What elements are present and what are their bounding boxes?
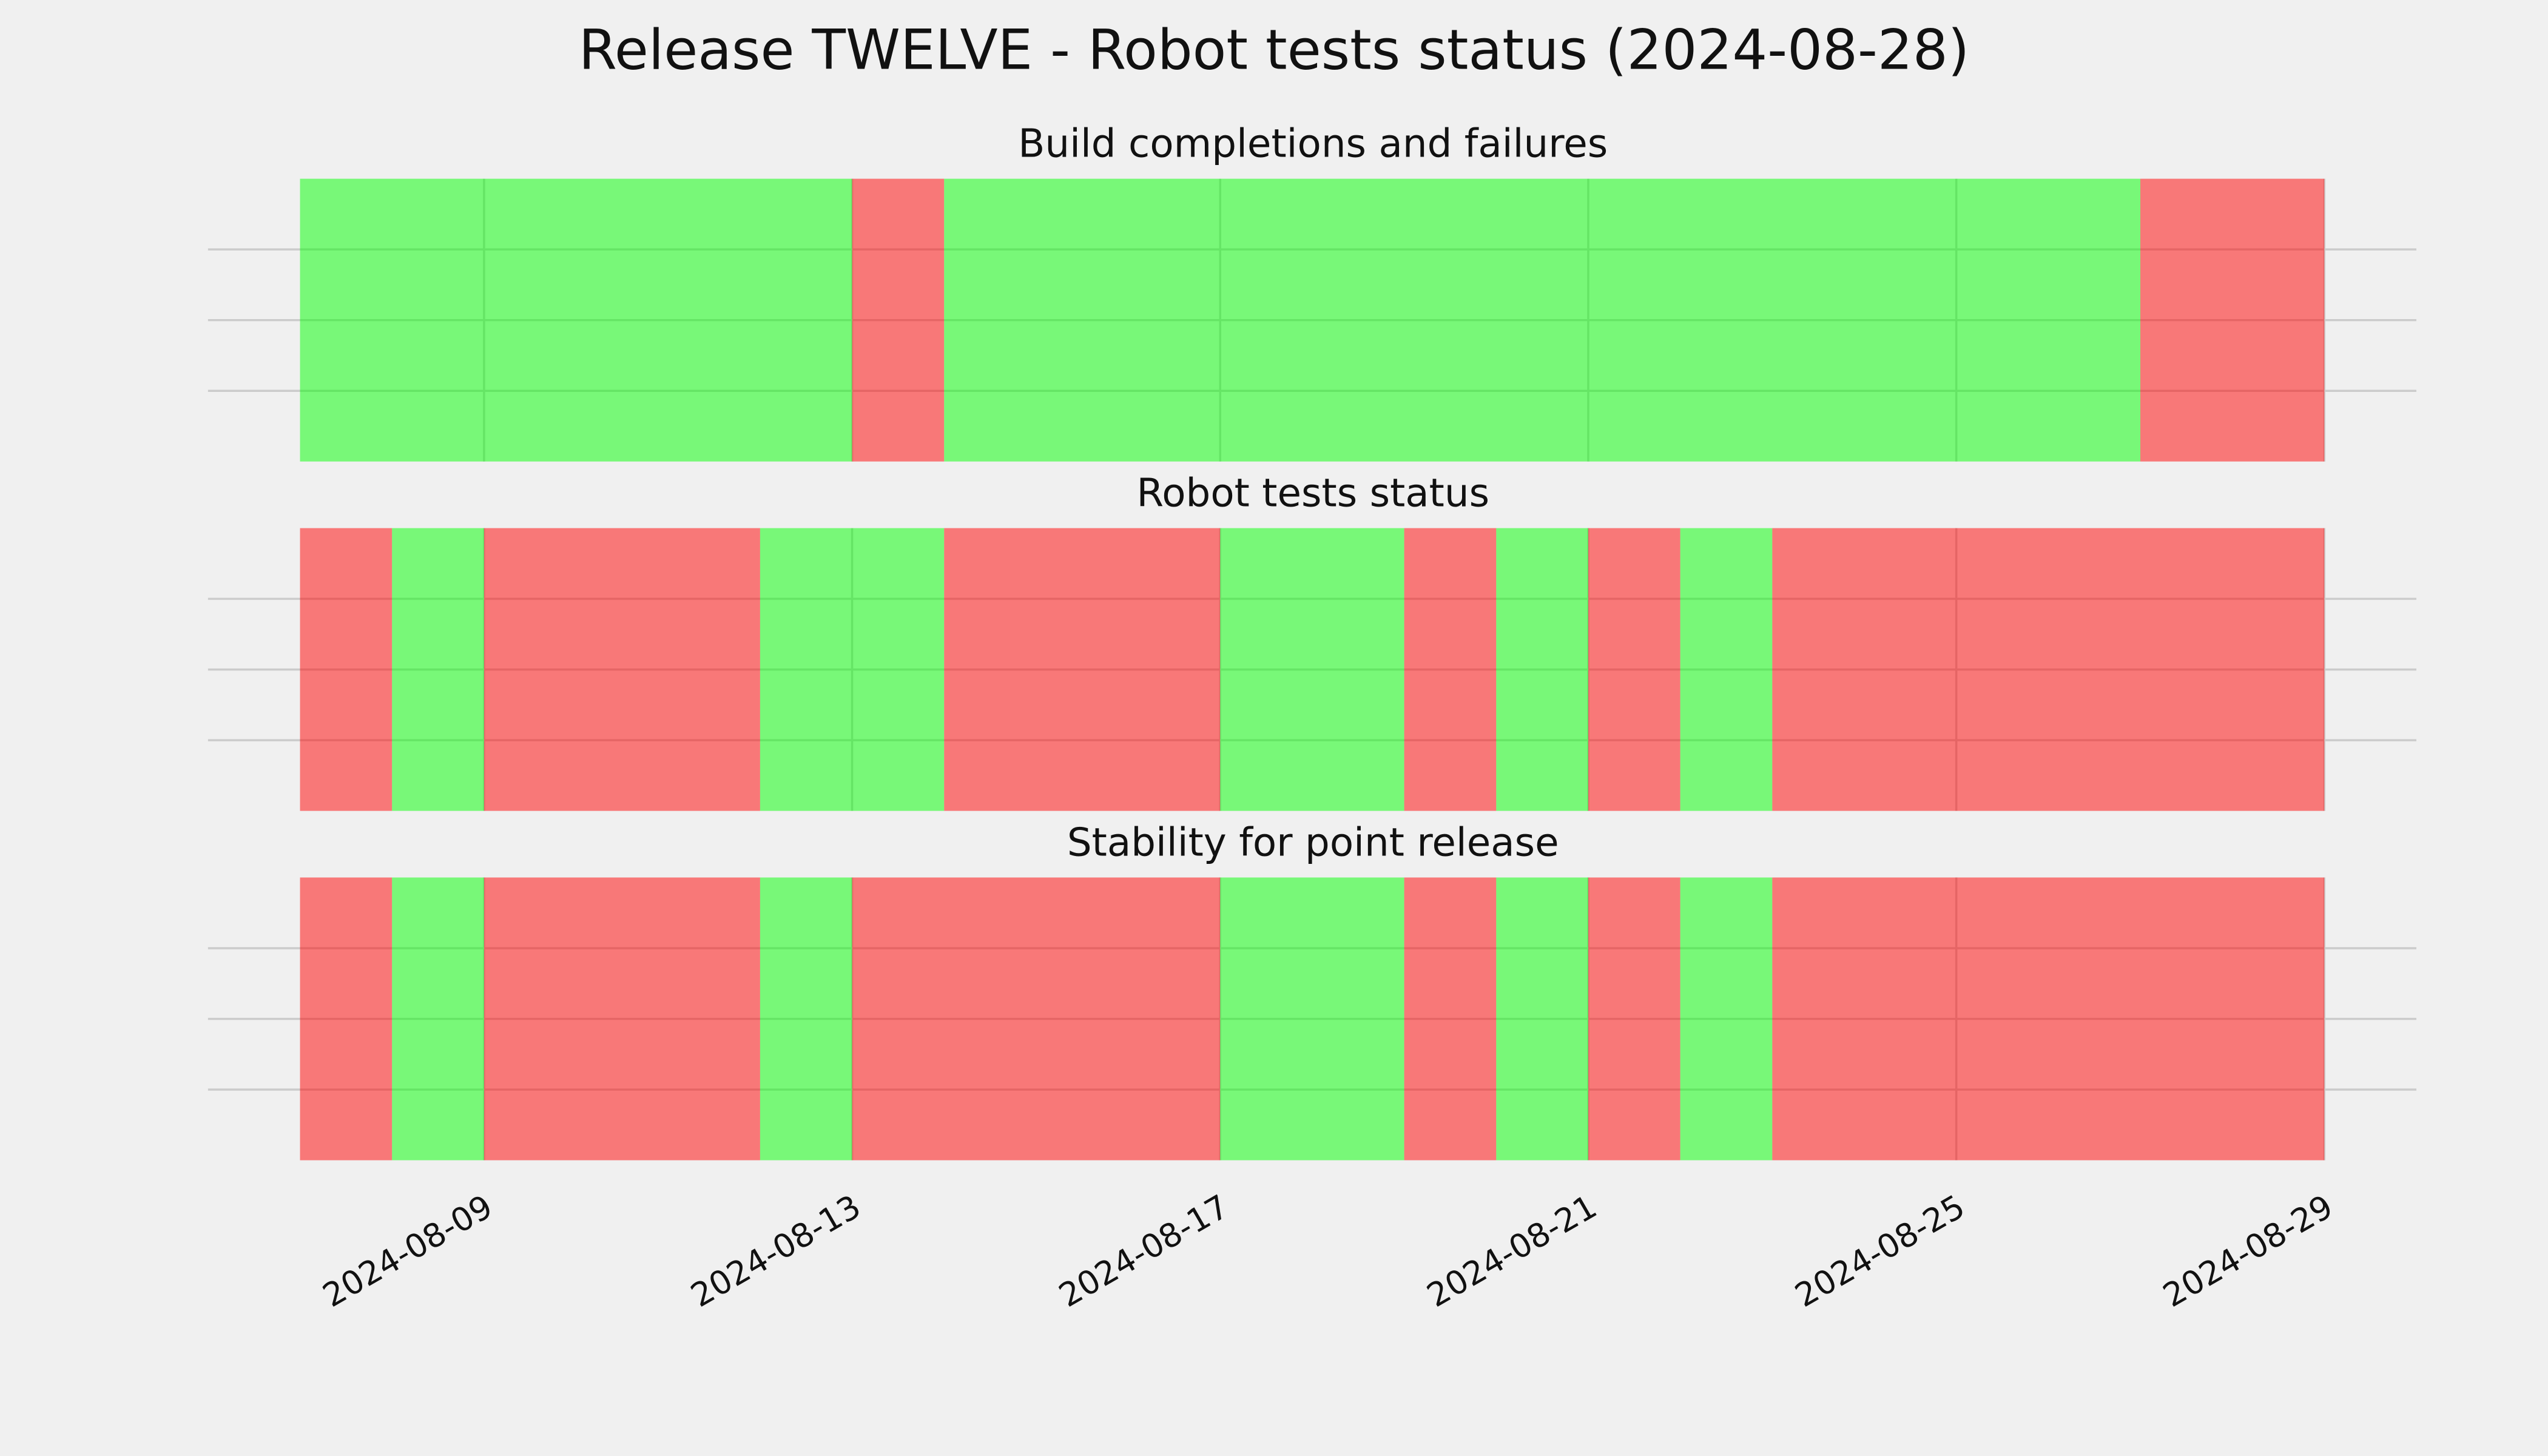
status-span [300,178,852,462]
status-span [1588,528,1680,811]
status-span [1772,877,2325,1161]
status-span [1404,528,1497,811]
status-span [392,528,484,811]
status-span [392,877,484,1161]
panel-title: Stability for point release [1067,820,1559,865]
chart-title: Release TWELVE - Robot tests status (202… [579,18,1970,82]
status-span [1588,877,1680,1161]
x-tick-label: 2024-08-17 [1053,1187,1235,1315]
status-span [1772,528,2325,811]
status-span [1404,877,1497,1161]
x-tick-label: 2024-08-29 [2157,1187,2339,1315]
status-span [760,528,945,811]
status-span [484,528,760,811]
x-tick-label: 2024-08-09 [316,1187,499,1315]
status-span [1220,877,1404,1161]
x-tick-label: 2024-08-25 [1788,1187,1971,1315]
status-span [944,178,2141,462]
status-span [944,528,1221,811]
status-span [300,877,393,1161]
status-span [1220,528,1404,811]
panel-title: Build completions and failures [1018,121,1608,167]
x-tick-label: 2024-08-13 [684,1187,867,1315]
x-tick-label: 2024-08-21 [1420,1187,1603,1315]
status-span [2140,178,2325,462]
panel-title: Robot tests status [1136,471,1489,516]
status-span [300,528,393,811]
status-span [852,178,945,462]
status-span [760,877,852,1161]
status-span [1496,528,1588,811]
status-span [1680,877,1773,1161]
status-span [1680,528,1773,811]
status-span [1496,877,1588,1161]
status-span [852,877,1221,1161]
status-span [484,877,760,1161]
